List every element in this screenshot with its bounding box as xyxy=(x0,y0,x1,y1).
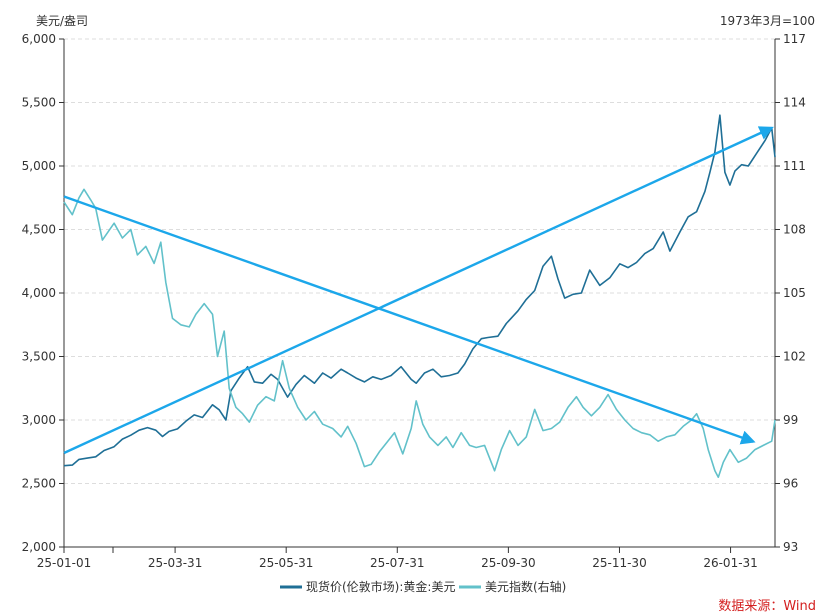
left-tick-label: 5,500 xyxy=(22,96,56,110)
left-tick-label: 2,000 xyxy=(22,540,56,554)
left-tick-label: 4,500 xyxy=(22,223,56,237)
right-tick-label: 102 xyxy=(783,350,806,364)
left-tick-label: 3,000 xyxy=(22,413,56,427)
right-tick-label: 114 xyxy=(783,96,806,110)
left-tick-label: 6,000 xyxy=(22,32,56,46)
x-tick-label: 25-05-31 xyxy=(259,556,313,570)
gridlines xyxy=(64,38,775,484)
downtrend-arrow xyxy=(63,195,756,445)
right-axis-ticks: 93 96 99 102 105 108 111 114 117 xyxy=(775,32,806,554)
left-axis-unit: 美元/盎司 xyxy=(36,14,88,28)
legend-label-gold: 现货价(伦敦市场):黄金:美元 xyxy=(306,579,455,594)
x-tick-label: 25-09-30 xyxy=(481,556,535,570)
right-tick-label: 105 xyxy=(783,286,806,300)
x-tick-label: 25-07-31 xyxy=(370,556,424,570)
x-axis-ticks: 25-01-01 25-03-31 25-05-31 25-07-31 25-09-30… xyxy=(37,547,758,570)
trend-arrows xyxy=(63,126,774,455)
right-tick-label: 96 xyxy=(783,477,798,491)
right-tick-label: 93 xyxy=(783,540,798,554)
right-tick-label: 99 xyxy=(783,413,798,427)
x-tick-label: 25-03-31 xyxy=(148,556,202,570)
left-axis-ticks: 2,000 2,500 3,000 3,500 4,000 4,500 5,000 5,500… xyxy=(22,32,64,554)
legend: 现货价(伦敦市场):黄金:美元 美元指数(右轴) xyxy=(280,579,566,594)
source-note: 数据来源：Wind xyxy=(718,599,816,614)
series-lines xyxy=(63,114,776,478)
x-tick-label: 25-01-01 xyxy=(37,556,91,570)
legend-label-usd: 美元指数(右轴) xyxy=(485,579,566,594)
right-tick-label: 111 xyxy=(783,159,806,173)
x-tick-label: 25-11-30 xyxy=(592,556,646,570)
right-axis-unit: 1973年3月=100 xyxy=(720,14,815,28)
x-tick-label: 26-01-31 xyxy=(703,556,757,570)
left-tick-label: 5,000 xyxy=(22,159,56,173)
right-tick-label: 108 xyxy=(783,223,806,237)
gold-price-line xyxy=(63,114,776,467)
left-tick-label: 3,500 xyxy=(22,350,56,364)
usd-index-line xyxy=(63,188,776,478)
left-tick-label: 4,000 xyxy=(22,286,56,300)
left-tick-label: 2,500 xyxy=(22,477,56,491)
right-tick-label: 117 xyxy=(783,32,806,46)
uptrend-arrow xyxy=(63,126,774,455)
